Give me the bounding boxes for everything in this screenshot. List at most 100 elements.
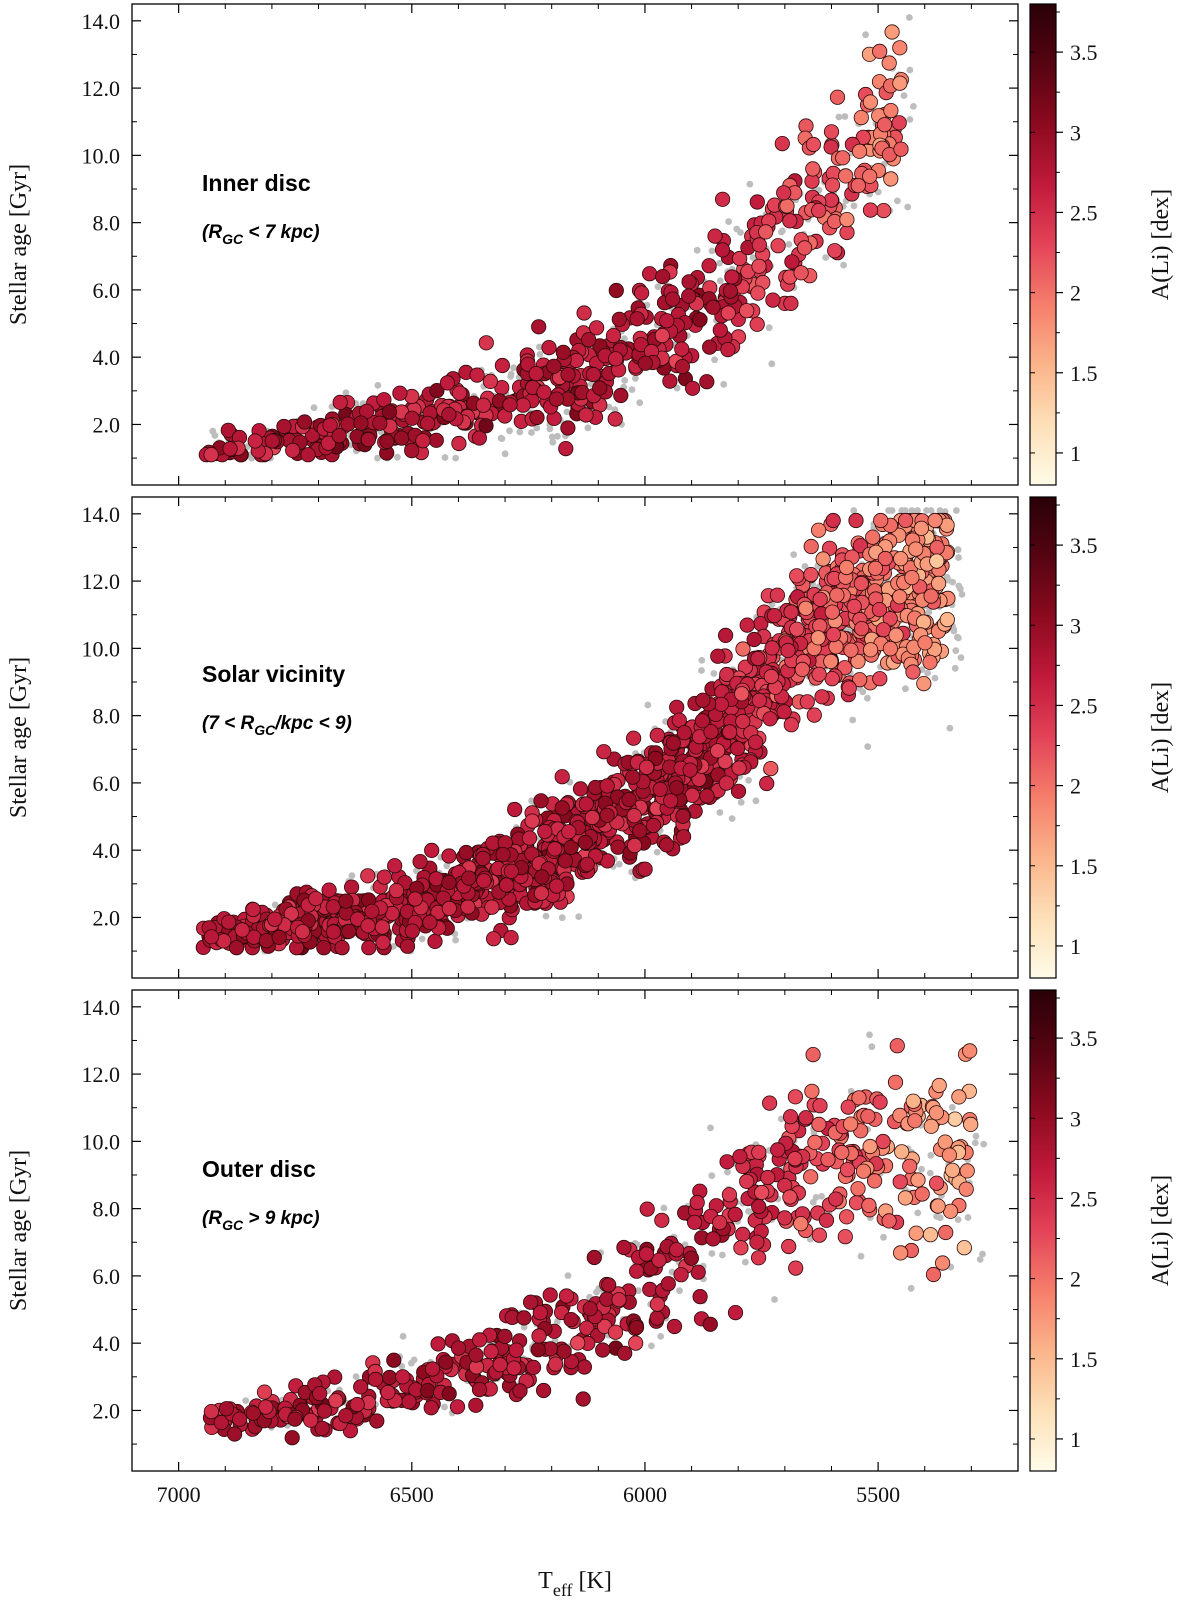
- li-point: [364, 903, 380, 919]
- colorbar-title: A(Li) [dex]: [1148, 682, 1174, 793]
- li-point: [508, 1342, 524, 1358]
- li-point: [703, 724, 719, 740]
- li-point: [692, 312, 708, 328]
- li-point: [533, 885, 550, 901]
- li-point: [321, 882, 337, 898]
- li-point: [213, 1415, 229, 1431]
- li-point: [412, 853, 428, 870]
- li-point: [823, 653, 839, 670]
- li-point: [563, 1354, 580, 1370]
- colorbar-title: A(Li) [dex]: [1148, 1175, 1174, 1286]
- li-point: [469, 367, 485, 383]
- y-axis-title: Stellar age [Gyr]: [6, 1150, 32, 1311]
- li-point: [750, 1250, 767, 1266]
- li-point: [782, 1189, 798, 1205]
- li-point: [721, 1187, 738, 1203]
- li-point: [782, 1109, 799, 1125]
- grey-point: [564, 1272, 572, 1279]
- li-point: [483, 1344, 499, 1360]
- li-point: [471, 1332, 488, 1348]
- li-point: [804, 1083, 820, 1099]
- grey-point: [310, 404, 318, 412]
- li-point: [429, 382, 445, 399]
- li-point: [862, 168, 878, 184]
- grey-point: [742, 1258, 749, 1266]
- li-point: [649, 1310, 665, 1326]
- li-point: [684, 380, 701, 396]
- li-point: [805, 136, 822, 153]
- li-point: [823, 124, 840, 140]
- grey-point: [835, 113, 843, 121]
- li-point: [815, 551, 831, 567]
- grey-point: [952, 647, 960, 654]
- li-point: [717, 753, 733, 770]
- li-point: [883, 171, 899, 187]
- li-point: [842, 1116, 859, 1132]
- grey-point: [936, 507, 944, 514]
- li-point: [892, 1174, 908, 1190]
- panel-label: Solar vicinity: [202, 661, 345, 687]
- li-point: [694, 713, 711, 729]
- li-point: [633, 285, 650, 301]
- grey-point: [924, 669, 931, 677]
- grey-point: [914, 1209, 922, 1217]
- grey-point: [946, 724, 954, 732]
- li-point: [922, 1227, 939, 1243]
- colorbar-tick-label: 3.5: [1070, 40, 1098, 65]
- li-point: [203, 929, 220, 945]
- grey-point: [542, 912, 550, 920]
- li-point: [904, 569, 920, 586]
- grey-point: [611, 406, 619, 413]
- grey-point: [528, 429, 535, 436]
- li-point: [838, 168, 854, 184]
- grey-point: [554, 432, 561, 440]
- li-point: [922, 654, 938, 670]
- grey-point: [902, 685, 909, 693]
- li-point: [312, 1386, 328, 1402]
- li-point: [931, 1077, 947, 1094]
- li-point: [607, 411, 623, 427]
- li-point: [881, 1213, 897, 1229]
- li-point: [375, 934, 391, 951]
- li-point: [707, 228, 723, 244]
- li-point: [701, 339, 718, 355]
- li-point: [867, 560, 884, 576]
- grey-point: [653, 848, 661, 856]
- grey-point: [676, 1287, 683, 1295]
- li-point: [893, 551, 909, 567]
- grey-point: [953, 507, 960, 514]
- y-tick-label: 4.0: [93, 838, 121, 863]
- li-point: [893, 141, 909, 157]
- grey-point: [399, 1332, 407, 1340]
- li-point: [875, 1133, 891, 1150]
- li-point: [338, 893, 354, 909]
- li-point: [828, 1191, 844, 1207]
- li-point: [665, 735, 681, 751]
- li-point: [824, 177, 841, 193]
- li-point: [944, 1162, 961, 1178]
- colorbar: 1 1.5 2 2.5 3 3.5 A(Li) [dex]: [1029, 496, 1174, 979]
- grey-point: [558, 914, 566, 922]
- li-point: [958, 1181, 974, 1197]
- grey-point: [964, 1214, 972, 1221]
- y-tick-label: 2.0: [93, 412, 121, 437]
- grey-point: [418, 935, 426, 943]
- li-point: [727, 1206, 743, 1223]
- li-point: [803, 538, 819, 555]
- grey-point: [850, 202, 858, 210]
- grey-point: [936, 1214, 944, 1222]
- li-point: [393, 430, 410, 446]
- li-point: [595, 1342, 611, 1358]
- li-point: [424, 842, 440, 859]
- li-point: [758, 224, 774, 240]
- li-point: [507, 801, 523, 818]
- li-point: [638, 759, 655, 775]
- li-point: [794, 661, 810, 678]
- li-point: [341, 923, 357, 940]
- grey-point: [849, 716, 857, 724]
- grey-point: [660, 1204, 668, 1212]
- grey-point: [548, 433, 556, 441]
- li-point: [705, 299, 721, 315]
- li-point: [917, 635, 933, 651]
- li-point: [534, 869, 550, 885]
